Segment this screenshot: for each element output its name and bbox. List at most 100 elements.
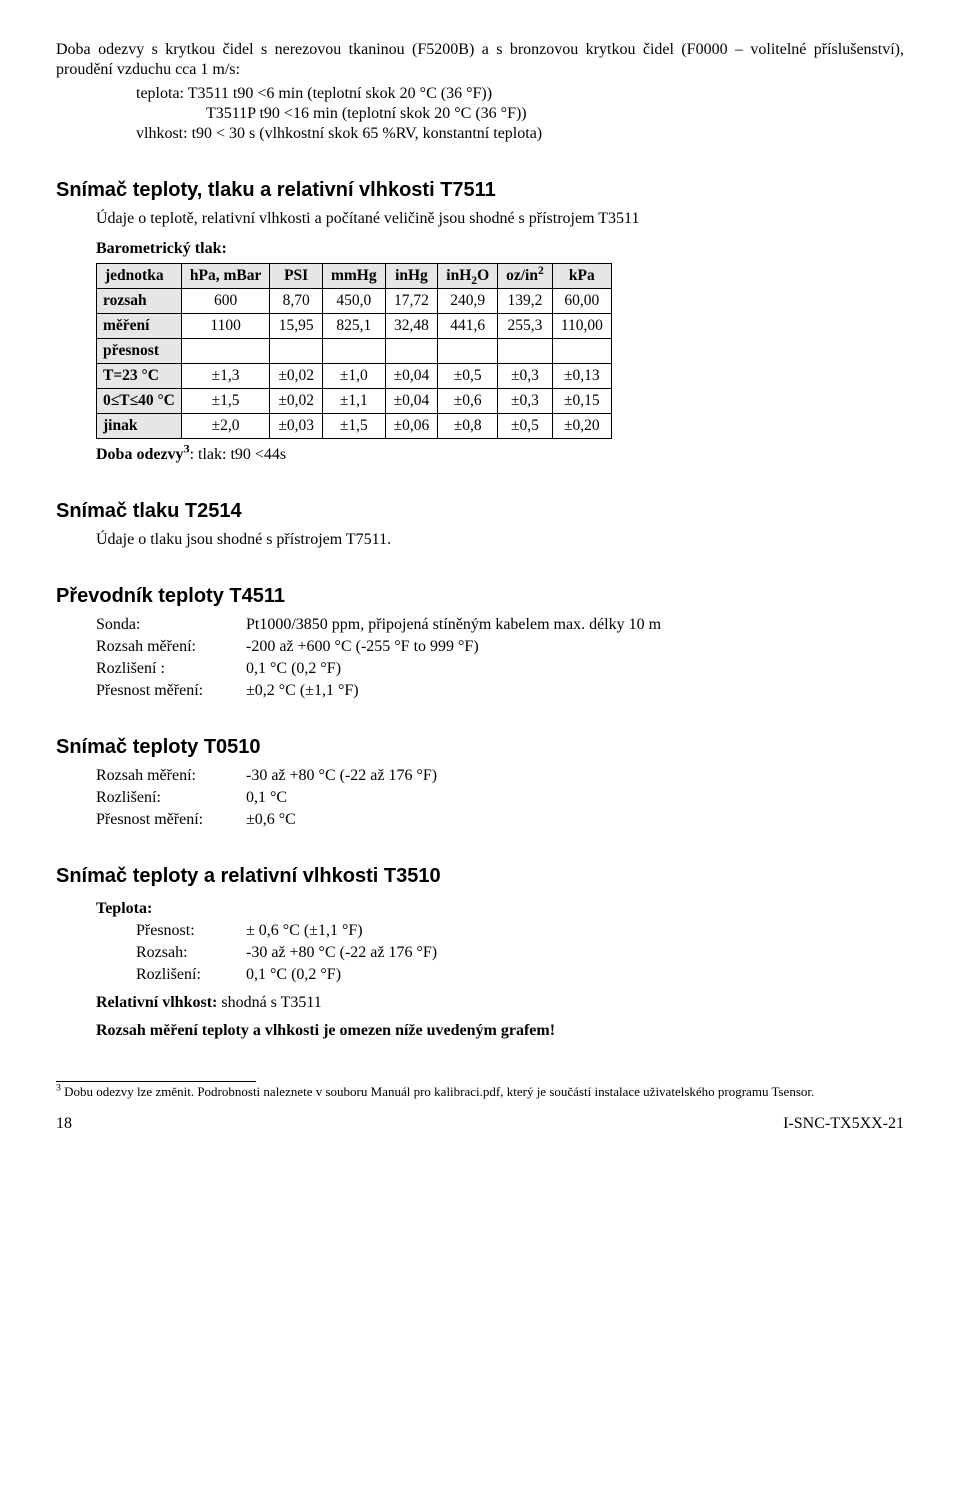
row-label: měření: [97, 314, 182, 339]
cell: 255,3: [498, 314, 553, 339]
spec-value: Pt1000/3850 ppm, připojená stíněným kabe…: [246, 616, 661, 633]
cell: 600: [181, 289, 269, 314]
table-row: jinak ±2,0 ±0,03 ±1,5 ±0,06 ±0,8 ±0,5 ±0…: [97, 414, 612, 439]
spec-value: 0,1 °C (0,2 °F): [246, 966, 341, 983]
spec-row: Rozsah měření:-30 až +80 °C (-22 až 176 …: [96, 766, 904, 786]
cell: ±0,20: [552, 414, 611, 439]
page-number: 18: [56, 1114, 72, 1134]
spec-value: ±0,6 °C: [246, 811, 296, 828]
spec-label: Rozlišení :: [96, 659, 246, 679]
cell: ±0,3: [498, 364, 553, 389]
page-footer: 18 I-SNC-TX5XX-21: [56, 1114, 904, 1134]
cell: ±0,8: [438, 414, 498, 439]
th-ozin2: oz/in2: [498, 264, 553, 289]
top-line-2: teplota: T3511 t90 <6 min (teplotní skok…: [136, 84, 904, 104]
cell: 17,72: [385, 289, 438, 314]
spec-value: ±0,2 °C (±1,1 °F): [246, 682, 359, 699]
spec-label: Rozsah:: [136, 943, 246, 963]
cell: ±0,02: [270, 364, 323, 389]
spec-label: Přesnost:: [136, 921, 246, 941]
baro-table: jednotka hPa, mBar PSI mmHg inHg inH2O o…: [96, 263, 612, 439]
th-mmhg: mmHg: [322, 264, 385, 289]
cell: ±0,04: [385, 364, 438, 389]
cell: ±0,04: [385, 389, 438, 414]
spec-value: 0,1 °C: [246, 789, 287, 806]
cell: ±0,03: [270, 414, 323, 439]
spec-row: Rozlišení :0,1 °C (0,2 °F): [96, 659, 904, 679]
spec-label: Přesnost měření:: [96, 810, 246, 830]
cell: 60,00: [552, 289, 611, 314]
row-label: rozsah: [97, 289, 182, 314]
cell: ±0,13: [552, 364, 611, 389]
top-line-3: T3511P t90 <16 min (teplotní skok 20 °C …: [206, 104, 904, 124]
cell: ±0,6: [438, 389, 498, 414]
rv-value: shodná s T3511: [217, 994, 321, 1011]
th-kpa: kPa: [552, 264, 611, 289]
cell: ±1,1: [322, 389, 385, 414]
spec-row: Přesnost:± 0,6 °C (±1,1 °F): [136, 921, 904, 941]
rv-label: Relativní vlhkost:: [96, 994, 217, 1011]
table-header-row: jednotka hPa, mBar PSI mmHg inHg inH2O o…: [97, 264, 612, 289]
s2-paragraph: Údaje o tlaku jsou shodné s přístrojem T…: [96, 530, 904, 550]
th-inhg: inHg: [385, 264, 438, 289]
warning-line: Rozsah měření teploty a vlhkosti je omez…: [96, 1021, 904, 1041]
cell: 139,2: [498, 289, 553, 314]
cell: [322, 339, 385, 364]
doba-odezvy-label: Doba odezvy3: [96, 446, 190, 463]
spec-label: Rozlišení:: [96, 788, 246, 808]
teplota-label: Teplota:: [96, 899, 904, 919]
cell: ±1,5: [322, 414, 385, 439]
cell: 110,00: [552, 314, 611, 339]
th-inh2o: inH2O: [438, 264, 498, 289]
spec-row: Přesnost měření:±0,2 °C (±1,1 °F): [96, 681, 904, 701]
section-t0510-title: Snímač teploty T0510: [56, 735, 904, 760]
row-label: 0≤T≤40 °C: [97, 389, 182, 414]
th-psi: PSI: [270, 264, 323, 289]
cell: 240,9: [438, 289, 498, 314]
spec-value: 0,1 °C (0,2 °F): [246, 660, 341, 677]
footnote: 3 Dobu odezvy lze změnit. Podrobnosti na…: [56, 1084, 904, 1100]
cell: ±2,0: [181, 414, 269, 439]
cell: ±1,0: [322, 364, 385, 389]
section-t3510-title: Snímač teploty a relativní vlhkosti T351…: [56, 864, 904, 889]
th-unit: jednotka: [97, 264, 182, 289]
cell: ±0,3: [498, 389, 553, 414]
cell: ±0,02: [270, 389, 323, 414]
footnote-text: Dobu odezvy lze změnit. Podrobnosti nale…: [61, 1084, 814, 1099]
table-row: T=23 °C ±1,3 ±0,02 ±1,0 ±0,04 ±0,5 ±0,3 …: [97, 364, 612, 389]
rv-line: Relativní vlhkost: shodná s T3511: [96, 993, 904, 1013]
doc-id: I-SNC-TX5XX-21: [783, 1114, 904, 1134]
spec-row: Rozlišení:0,1 °C (0,2 °F): [136, 965, 904, 985]
cell: 441,6: [438, 314, 498, 339]
cell: ±0,15: [552, 389, 611, 414]
cell: [438, 339, 498, 364]
spec-label: Rozsah měření:: [96, 637, 246, 657]
spec-value: -30 až +80 °C (-22 až 176 °F): [246, 944, 437, 961]
s1-after-table: Doba odezvy3: tlak: t90 <44s: [96, 445, 904, 465]
cell: ±0,5: [438, 364, 498, 389]
spec-label: Sonda:: [96, 615, 246, 635]
cell: [552, 339, 611, 364]
footnote-separator: [56, 1081, 256, 1082]
cell: [181, 339, 269, 364]
spec-row: Rozsah měření:-200 až +600 °C (-255 °F t…: [96, 637, 904, 657]
cell: 825,1: [322, 314, 385, 339]
row-label: T=23 °C: [97, 364, 182, 389]
spec-value: ± 0,6 °C (±1,1 °F): [246, 922, 363, 939]
spec-row: Rozsah:-30 až +80 °C (-22 až 176 °F): [136, 943, 904, 963]
spec-value: -30 až +80 °C (-22 až 176 °F): [246, 767, 437, 784]
spec-row: Sonda:Pt1000/3850 ppm, připojená stíněný…: [96, 615, 904, 635]
spec-row: Přesnost měření:±0,6 °C: [96, 810, 904, 830]
section-t2514-title: Snímač tlaku T2514: [56, 499, 904, 524]
top-line-4: vlhkost: t90 < 30 s (vlhkostní skok 65 %…: [136, 124, 904, 144]
spec-label: Přesnost měření:: [96, 681, 246, 701]
row-label: jinak: [97, 414, 182, 439]
spec-row: Rozlišení:0,1 °C: [96, 788, 904, 808]
doba-odezvy-value: : tlak: t90 <44s: [190, 446, 287, 463]
spec-value: -200 až +600 °C (-255 °F to 999 °F): [246, 638, 479, 655]
cell: 450,0: [322, 289, 385, 314]
cell: ±0,5: [498, 414, 553, 439]
cell: [270, 339, 323, 364]
s1-paragraph: Údaje o teplotě, relativní vlhkosti a po…: [96, 209, 904, 229]
section-t7511-title: Snímač teploty, tlaku a relativní vlhkos…: [56, 178, 904, 203]
